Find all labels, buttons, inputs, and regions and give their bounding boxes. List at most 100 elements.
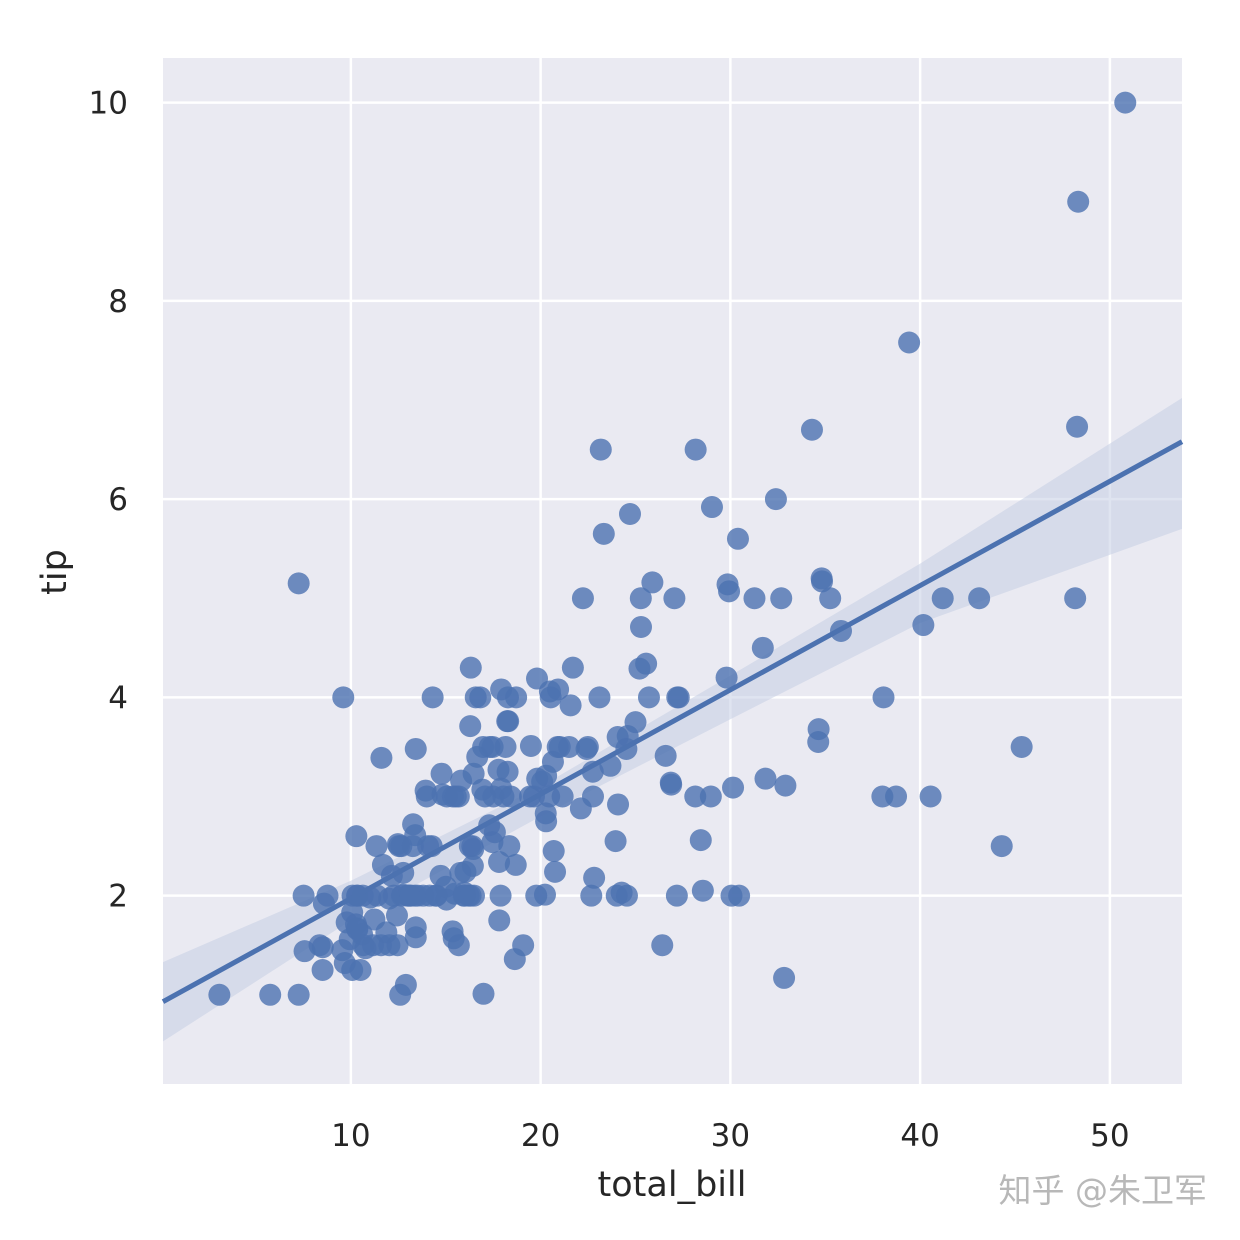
data-point bbox=[571, 587, 594, 610]
data-point bbox=[561, 656, 584, 679]
data-point bbox=[559, 694, 582, 717]
data-point bbox=[488, 909, 511, 932]
data-point bbox=[898, 331, 921, 354]
data-point bbox=[651, 934, 674, 957]
data-point bbox=[583, 866, 606, 889]
data-point bbox=[722, 776, 745, 799]
data-point bbox=[604, 830, 627, 853]
data-point bbox=[885, 785, 908, 808]
data-point bbox=[421, 686, 444, 709]
data-point bbox=[576, 735, 599, 758]
data-point bbox=[1064, 587, 1087, 610]
data-point bbox=[615, 884, 638, 907]
data-point bbox=[489, 884, 512, 907]
y-tick-label: 6 bbox=[108, 482, 128, 518]
y-tick-label: 10 bbox=[89, 86, 128, 122]
data-point bbox=[629, 587, 652, 610]
data-point bbox=[259, 983, 282, 1006]
data-point bbox=[349, 959, 372, 981]
data-points bbox=[208, 91, 1137, 1006]
data-point bbox=[497, 710, 520, 733]
data-point bbox=[505, 686, 528, 709]
data-point bbox=[773, 966, 796, 989]
data-point bbox=[811, 570, 834, 593]
data-point bbox=[684, 785, 707, 808]
data-point bbox=[931, 587, 954, 610]
data-point bbox=[519, 734, 542, 757]
data-point bbox=[872, 686, 895, 709]
data-point bbox=[208, 983, 231, 1006]
data-point bbox=[385, 904, 408, 927]
data-point bbox=[630, 616, 653, 639]
data-point bbox=[386, 934, 409, 957]
data-point bbox=[660, 773, 683, 796]
data-point bbox=[819, 587, 842, 610]
regression-line bbox=[161, 439, 1184, 1004]
data-point bbox=[754, 767, 777, 790]
data-point bbox=[667, 686, 690, 709]
data-point bbox=[292, 884, 315, 907]
x-axis-label: total_bill bbox=[598, 1165, 747, 1205]
data-point bbox=[558, 735, 581, 758]
data-point bbox=[635, 652, 658, 675]
y-tick-label: 4 bbox=[108, 680, 128, 716]
data-point bbox=[689, 829, 712, 852]
watermark-text: 知乎 @朱卫军 bbox=[999, 1171, 1208, 1210]
x-tick-label: 40 bbox=[900, 1118, 939, 1154]
data-point bbox=[592, 522, 615, 545]
data-point bbox=[504, 853, 527, 876]
data-point bbox=[580, 884, 603, 907]
data-point bbox=[488, 850, 511, 873]
data-point bbox=[588, 686, 611, 709]
data-point bbox=[774, 774, 797, 797]
data-point bbox=[715, 666, 738, 689]
x-tick-label: 30 bbox=[711, 1118, 750, 1154]
data-point bbox=[499, 785, 522, 808]
data-point bbox=[394, 973, 417, 996]
x-tick-label: 20 bbox=[521, 1118, 560, 1154]
data-point bbox=[459, 715, 482, 738]
data-point bbox=[807, 718, 830, 741]
data-point bbox=[535, 810, 558, 833]
data-point bbox=[512, 934, 535, 957]
data-point bbox=[404, 916, 427, 939]
y-tick-label: 2 bbox=[108, 879, 128, 915]
data-point bbox=[1067, 190, 1090, 213]
data-point bbox=[494, 735, 517, 758]
data-point bbox=[912, 614, 935, 637]
data-point bbox=[654, 744, 677, 767]
data-point bbox=[699, 785, 722, 808]
data-point bbox=[447, 934, 470, 957]
data-point bbox=[624, 711, 647, 734]
x-tick-label: 10 bbox=[331, 1118, 370, 1154]
data-point bbox=[483, 821, 506, 844]
x-tick-label: 50 bbox=[1090, 1118, 1129, 1154]
data-point bbox=[345, 825, 368, 848]
data-point bbox=[469, 686, 492, 709]
data-point bbox=[589, 438, 612, 461]
y-tick-labels: 2 4 6 8 10 bbox=[89, 86, 128, 915]
data-point bbox=[990, 835, 1013, 858]
data-point bbox=[332, 686, 355, 709]
data-point bbox=[1114, 91, 1137, 114]
data-point bbox=[430, 762, 453, 785]
data-point bbox=[533, 883, 556, 906]
data-point bbox=[684, 438, 707, 461]
data-point bbox=[663, 587, 686, 610]
y-tick-label: 8 bbox=[108, 284, 128, 320]
data-point bbox=[463, 884, 486, 907]
data-point bbox=[718, 580, 741, 603]
data-point bbox=[287, 983, 310, 1006]
data-point bbox=[700, 496, 723, 519]
data-point bbox=[637, 686, 660, 709]
data-point bbox=[498, 835, 521, 858]
data-point bbox=[691, 879, 714, 902]
data-point bbox=[751, 636, 774, 659]
data-point bbox=[743, 587, 766, 610]
data-point bbox=[607, 793, 630, 816]
data-point bbox=[728, 884, 751, 907]
data-point bbox=[287, 572, 310, 595]
regression-line-group bbox=[161, 439, 1184, 1004]
data-point bbox=[641, 571, 664, 594]
